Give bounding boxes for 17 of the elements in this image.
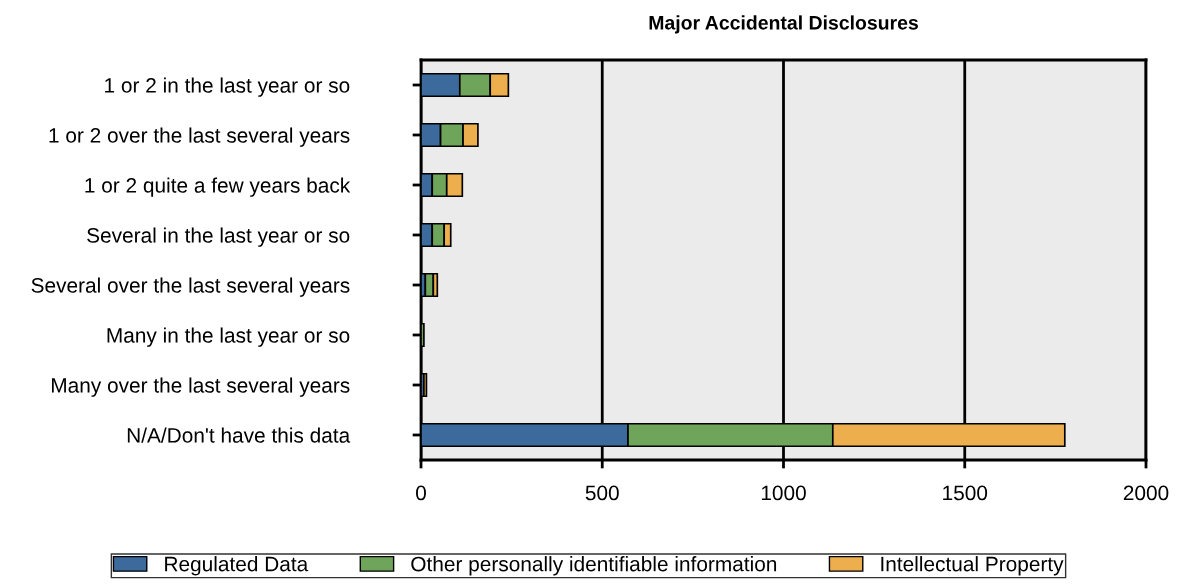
x-tick-label: 2000: [1123, 485, 1169, 501]
y-tick-label: Many over the last several years: [52, 377, 350, 397]
y-tick-label: 1 or 2 over the last several years: [49, 127, 350, 147]
y-tick-label: N/A/Don't have this data: [127, 427, 351, 443]
y-tick-label: 1 or 2 in the last year or so: [105, 77, 350, 97]
x-tick-label: 1500: [943, 485, 988, 501]
legend-label: Intellectual Property: [881, 556, 1064, 576]
x-tick-label: 1000: [761, 485, 806, 501]
x-tick-label: 0: [416, 485, 426, 501]
y-tick-label: Several over the last several years: [31, 277, 350, 297]
y-tick-label: Many in the last year or so: [107, 327, 350, 347]
chart-title: Major Accidental Disclosures: [649, 15, 918, 34]
y-tick-label: 1 or 2 quite a few years back: [85, 177, 351, 197]
y-tick-label: Several in the last year or so: [87, 227, 350, 247]
legend-label: Regulated Data: [165, 556, 309, 576]
legend-label: Other personally identifiable information: [411, 556, 777, 576]
x-tick-label: 500: [585, 485, 619, 501]
